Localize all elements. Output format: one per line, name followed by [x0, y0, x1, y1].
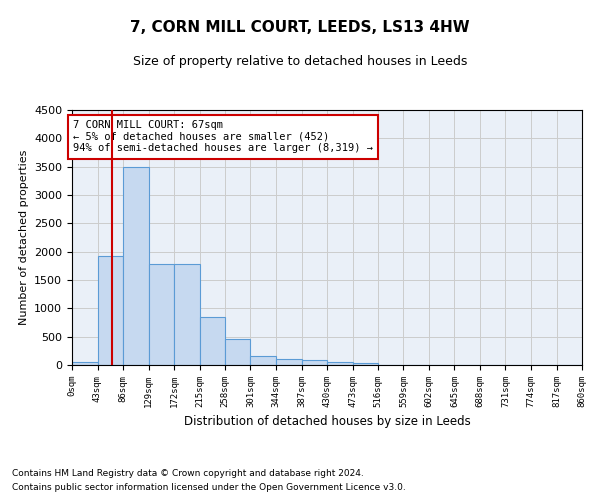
X-axis label: Distribution of detached houses by size in Leeds: Distribution of detached houses by size …	[184, 416, 470, 428]
Bar	[199, 318, 225, 365]
Bar	[97, 256, 123, 365]
Bar	[353, 362, 378, 365]
Bar	[225, 339, 251, 365]
Bar	[327, 362, 353, 365]
Text: 7 CORN MILL COURT: 67sqm
← 5% of detached houses are smaller (452)
94% of semi-d: 7 CORN MILL COURT: 67sqm ← 5% of detache…	[73, 120, 373, 154]
Text: Contains public sector information licensed under the Open Government Licence v3: Contains public sector information licen…	[12, 484, 406, 492]
Bar	[72, 362, 97, 365]
Text: 7, CORN MILL COURT, LEEDS, LS13 4HW: 7, CORN MILL COURT, LEEDS, LS13 4HW	[130, 20, 470, 35]
Bar	[276, 360, 302, 365]
Text: Contains HM Land Registry data © Crown copyright and database right 2024.: Contains HM Land Registry data © Crown c…	[12, 468, 364, 477]
Y-axis label: Number of detached properties: Number of detached properties	[19, 150, 29, 325]
Bar	[123, 166, 149, 365]
Text: Size of property relative to detached houses in Leeds: Size of property relative to detached ho…	[133, 55, 467, 68]
Bar	[149, 264, 174, 365]
Bar	[174, 264, 199, 365]
Bar	[302, 360, 327, 365]
Bar	[251, 356, 276, 365]
